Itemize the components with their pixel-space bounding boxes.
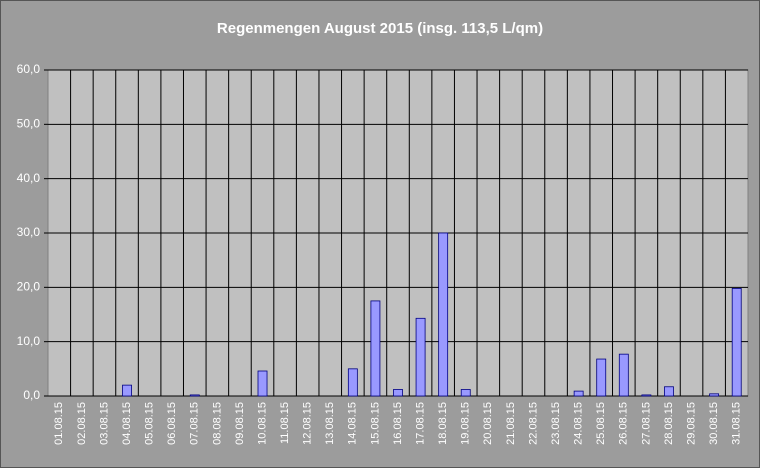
x-tick-label: 01.08.15 [53, 402, 65, 445]
x-tick-label: 26.08.15 [618, 402, 630, 445]
bar [122, 384, 132, 397]
x-tick-label: 20.08.15 [482, 402, 494, 445]
x-tick-label: 21.08.15 [505, 402, 517, 445]
x-tick-label: 12.08.15 [302, 402, 314, 445]
bar [370, 300, 381, 397]
x-tick-label: 06.08.15 [166, 402, 178, 445]
bar [641, 394, 652, 397]
bar [664, 386, 674, 397]
bar [347, 368, 358, 397]
x-tick-label: 09.08.15 [234, 402, 246, 445]
x-tick-label: 22.08.15 [527, 402, 539, 445]
bar [189, 394, 200, 397]
x-tick-label: 27.08.15 [640, 402, 652, 445]
bar [731, 288, 742, 397]
y-tick-label: 50,0 [17, 117, 41, 131]
bar [709, 393, 720, 397]
x-tick-label: 18.08.15 [437, 402, 449, 445]
x-tick-label: 02.08.15 [76, 402, 88, 445]
y-tick-label: 10,0 [17, 334, 41, 348]
y-tick-label: 0,0 [23, 388, 40, 402]
bar [460, 389, 471, 397]
x-tick-label: 15.08.15 [369, 402, 381, 445]
bar [438, 232, 449, 397]
x-tick-label: 24.08.15 [573, 402, 585, 445]
x-tick-label: 11.08.15 [279, 402, 291, 444]
x-tick-label: 17.08.15 [414, 402, 426, 445]
x-tick-label: 14.08.15 [347, 402, 359, 445]
x-tick-label: 28.08.15 [663, 402, 675, 445]
x-tick-label: 13.08.15 [324, 402, 336, 445]
x-tick-label: 30.08.15 [708, 402, 720, 445]
x-tick-label: 19.08.15 [460, 402, 472, 445]
bar [393, 389, 403, 397]
x-tick-label: 05.08.15 [144, 402, 156, 445]
x-tick-label: 04.08.15 [121, 402, 133, 445]
x-tick-label: 25.08.15 [595, 402, 607, 445]
x-tick-label: 10.08.15 [256, 402, 268, 445]
bar [573, 390, 584, 397]
x-tick-label: 31.08.15 [731, 402, 743, 445]
bar [257, 370, 268, 397]
bar [618, 353, 629, 397]
x-tick-label: 29.08.15 [685, 402, 697, 445]
y-tick-label: 60,0 [17, 62, 41, 76]
y-tick-label: 30,0 [17, 225, 41, 239]
x-tick-label: 23.08.15 [550, 402, 562, 445]
y-tick-label: 40,0 [17, 171, 41, 185]
x-tick-label: 16.08.15 [392, 402, 404, 445]
y-tick-label: 20,0 [17, 280, 41, 294]
bar [596, 358, 607, 397]
x-tick-label: 08.08.15 [211, 402, 223, 445]
x-tick-label: 07.08.15 [189, 402, 201, 445]
bar [415, 317, 426, 397]
chart-title: Regenmengen August 2015 (insg. 113,5 L/q… [217, 20, 543, 37]
x-tick-label: 03.08.15 [98, 402, 110, 445]
